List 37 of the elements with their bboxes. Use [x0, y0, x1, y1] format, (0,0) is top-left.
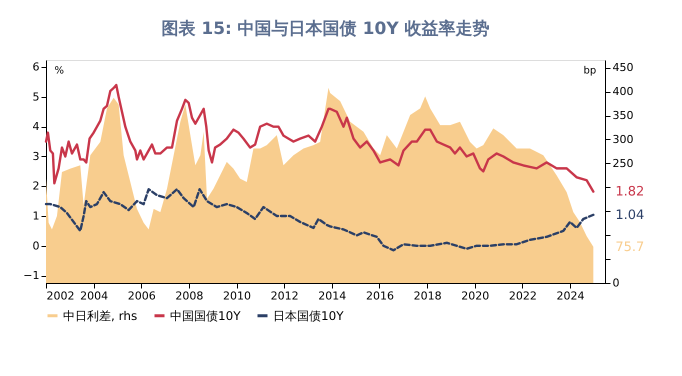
- y-tick-label: 4: [32, 120, 40, 134]
- y2-tick-label: 450: [612, 61, 634, 74]
- y2-tick-label: 350: [612, 109, 634, 122]
- legend-label: 中国国债10Y: [170, 308, 242, 323]
- y-tick-label: 1: [32, 210, 40, 223]
- x-tick-label: 2018: [414, 290, 442, 302]
- line-series: [44, 84, 595, 193]
- data-label: 75.7: [615, 240, 644, 255]
- line-series: [44, 188, 595, 252]
- x-tick-label: 2006: [128, 290, 156, 302]
- legend-label: 日本国债10Y: [273, 308, 344, 323]
- data-label: 1.82: [615, 184, 644, 200]
- chart-title: 图表 15: 中国与日本国债 10Y 收益率走势: [161, 19, 490, 39]
- y-tick-label: 2: [32, 180, 40, 193]
- x-tick-label: 2002: [46, 290, 74, 302]
- y2-axis-title: bp: [584, 66, 596, 76]
- x-tick-label: 2008: [175, 290, 204, 302]
- y2-tick-label: 0: [612, 276, 620, 290]
- data-label: 1.04: [615, 208, 644, 223]
- y2-tick-label: 250: [612, 156, 634, 170]
- y-tick-label: 3: [32, 150, 40, 163]
- x-tick-label: 2024: [556, 290, 584, 302]
- y-tick-label: 0: [32, 239, 40, 252]
- x-tick-label: 2016: [366, 290, 394, 302]
- y-tick-label: 6: [32, 60, 40, 74]
- y-tick-label: 5: [32, 90, 40, 104]
- y-tick-label: −1: [23, 269, 40, 282]
- y2-tick-label: 400: [612, 85, 634, 98]
- x-tick-label: 2010: [223, 290, 252, 302]
- legend-label: 中日利差, rhs: [63, 308, 138, 323]
- y2-tick-label: 300: [612, 132, 634, 146]
- x-tick-label: 2004: [80, 290, 108, 302]
- x-tick-label: 2020: [461, 290, 490, 302]
- x-tick-label: 2022: [508, 290, 537, 302]
- x-tick-label: 2012: [270, 290, 299, 302]
- y-axis-title: %: [54, 66, 64, 76]
- x-tick-label: 2014: [318, 290, 346, 302]
